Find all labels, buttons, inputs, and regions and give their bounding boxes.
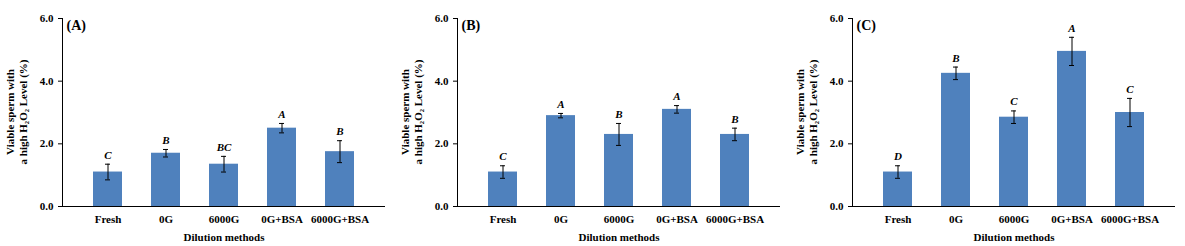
svg-text:A: A [1067,22,1075,34]
svg-text:D: D [893,150,902,162]
svg-text:a high H₂O₂ Level (%): a high H₂O₂ Level (%) [412,59,425,164]
svg-text:4.0: 4.0 [830,75,844,87]
svg-text:2.0: 2.0 [40,137,54,149]
svg-text:0.0: 0.0 [40,200,54,212]
svg-text:C: C [104,149,112,161]
svg-text:6000G+BSA: 6000G+BSA [706,213,764,225]
svg-text:B: B [951,52,959,64]
svg-text:0G+BSA: 0G+BSA [656,213,698,225]
svg-text:Viable sperm with: Viable sperm with [4,69,16,155]
svg-text:a high H₂O₂ Level (%): a high H₂O₂ Level (%) [17,59,30,164]
svg-text:0G+BSA: 0G+BSA [261,213,303,225]
svg-text:Dilution methods: Dilution methods [184,231,266,243]
svg-text:0.0: 0.0 [435,200,449,212]
svg-text:B: B [730,113,738,125]
svg-text:6.0: 6.0 [40,12,54,24]
svg-text:A: A [277,108,285,120]
svg-text:B: B [335,125,343,137]
svg-text:2.0: 2.0 [435,137,449,149]
svg-text:6.0: 6.0 [435,12,449,24]
svg-text:(C): (C) [857,18,877,34]
svg-text:A: A [672,90,680,102]
svg-text:Dilution methods: Dilution methods [974,231,1056,243]
svg-text:B: B [614,108,622,120]
svg-text:6000G+BSA: 6000G+BSA [311,213,369,225]
svg-text:(B): (B) [462,18,481,34]
svg-text:Fresh: Fresh [885,213,912,225]
svg-text:(A): (A) [67,18,87,34]
svg-text:0G+BSA: 0G+BSA [1051,213,1093,225]
svg-text:Viable sperm with: Viable sperm with [399,69,411,155]
svg-text:B: B [161,134,169,146]
svg-text:A: A [556,98,564,110]
svg-text:a high H₂O₂ Level (%): a high H₂O₂ Level (%) [807,59,820,164]
svg-text:BC: BC [216,141,232,153]
svg-text:6000G: 6000G [999,213,1030,225]
svg-text:0G: 0G [949,213,964,225]
svg-text:0G: 0G [159,213,174,225]
svg-text:C: C [499,150,507,162]
svg-text:4.0: 4.0 [435,75,449,87]
svg-text:0.0: 0.0 [830,200,844,212]
svg-text:6000G: 6000G [209,213,240,225]
svg-text:2.0: 2.0 [830,137,844,149]
svg-text:0G: 0G [554,213,569,225]
svg-text:6000G: 6000G [604,213,635,225]
svg-text:4.0: 4.0 [40,75,54,87]
svg-text:Viable sperm with: Viable sperm with [794,69,806,155]
svg-text:6.0: 6.0 [830,12,844,24]
svg-text:6000G+BSA: 6000G+BSA [1101,213,1159,225]
svg-text:Fresh: Fresh [490,213,517,225]
svg-text:C: C [1010,95,1018,107]
svg-text:Fresh: Fresh [95,213,122,225]
svg-text:Dilution methods: Dilution methods [579,231,661,243]
svg-text:C: C [1126,83,1134,95]
